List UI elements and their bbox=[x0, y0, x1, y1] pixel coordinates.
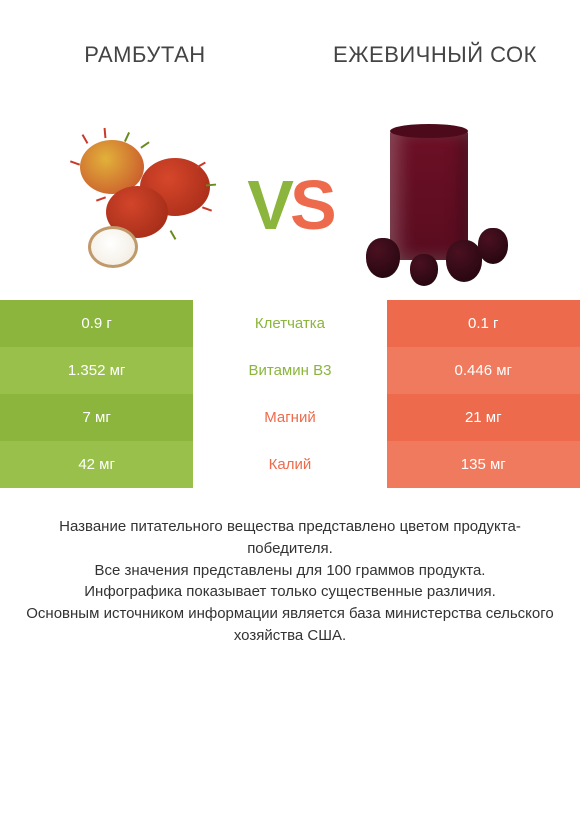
right-value: 21 мг bbox=[387, 394, 580, 441]
table-row: 0.9 г Клетчатка 0.1 г bbox=[0, 300, 580, 347]
left-value: 1.352 мг bbox=[0, 347, 193, 394]
right-value: 135 мг bbox=[387, 441, 580, 488]
comparison-table: 0.9 г Клетчатка 0.1 г 1.352 мг Витамин B… bbox=[0, 300, 580, 488]
right-value: 0.446 мг bbox=[387, 347, 580, 394]
nutrient-label: Витамин B3 bbox=[193, 347, 386, 394]
left-value: 7 мг bbox=[0, 394, 193, 441]
nutrient-label: Магний bbox=[193, 394, 386, 441]
header: РАМБУТАН ЕЖЕВИЧНЫЙ СОК bbox=[0, 0, 580, 110]
footer-line: Все значения представлены для 100 граммо… bbox=[26, 560, 554, 582]
rambutan-icon bbox=[60, 130, 230, 280]
vs-letter-s: S bbox=[290, 166, 333, 244]
footer-line: Основным источником информации является … bbox=[26, 603, 554, 647]
left-value: 0.9 г bbox=[0, 300, 193, 347]
vs-letter-v: V bbox=[247, 166, 290, 244]
header-right: ЕЖЕВИЧНЫЙ СОК bbox=[290, 0, 580, 110]
nutrient-label: Калий bbox=[193, 441, 386, 488]
images-row: VS bbox=[0, 110, 580, 300]
right-image-cell bbox=[290, 110, 580, 300]
vs-badge: VS bbox=[247, 170, 332, 240]
right-product-title: ЕЖЕВИЧНЫЙ СОК bbox=[333, 42, 537, 68]
nutrient-label: Клетчатка bbox=[193, 300, 386, 347]
header-left: РАМБУТАН bbox=[0, 0, 290, 110]
table-row: 7 мг Магний 21 мг bbox=[0, 394, 580, 441]
table-row: 1.352 мг Витамин B3 0.446 мг bbox=[0, 347, 580, 394]
footer: Название питательного вещества представл… bbox=[0, 488, 580, 647]
left-value: 42 мг bbox=[0, 441, 193, 488]
footer-line: Инфографика показывает только существенн… bbox=[26, 581, 554, 603]
table-row: 42 мг Калий 135 мг bbox=[0, 441, 580, 488]
footer-line: Название питательного вещества представл… bbox=[26, 516, 554, 560]
right-value: 0.1 г bbox=[387, 300, 580, 347]
blackberry-juice-icon bbox=[360, 120, 510, 290]
left-product-title: РАМБУТАН bbox=[84, 42, 205, 68]
